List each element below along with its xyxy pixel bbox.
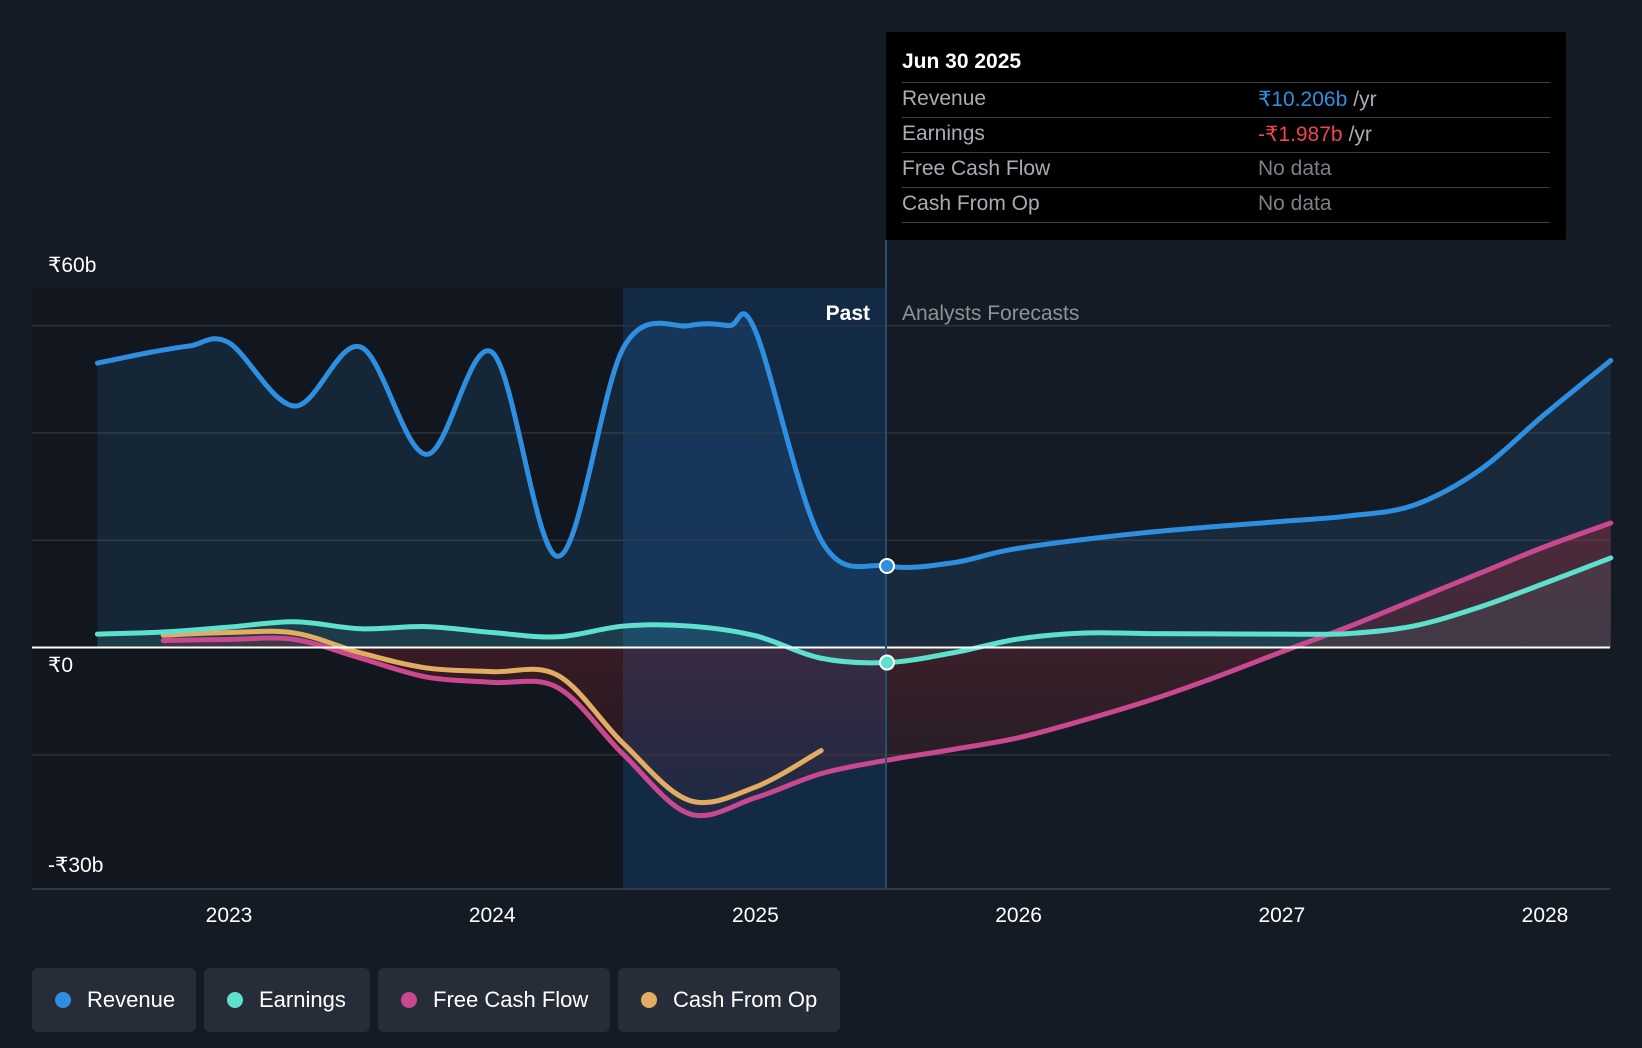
revenue-line [94,311,1614,570]
y-label-bottom: -₹30b [48,854,103,877]
legend-dot-icon [227,992,243,1008]
earnings-area [97,557,1611,663]
tooltip-label: Earnings [902,122,985,145]
x-tick-label: 2026 [995,904,1042,927]
tooltip-value: -₹1.987b/yr [1258,122,1372,147]
tooltip: Jun 30 2025 Revenue ₹10.206b/yr Earnings… [886,32,1566,240]
x-tick-label: 2027 [1258,904,1305,927]
legend-earnings[interactable]: Earnings [204,968,370,1032]
x-tick-label: 2023 [206,904,253,927]
x-tick-label: 2028 [1522,904,1569,927]
past-label: Past [826,302,870,325]
revenue-marker [879,557,895,574]
tooltip-cfo-value: No data [1258,192,1332,215]
revenue-area [97,313,1611,648]
tooltip-label: Cash From Op [902,192,1040,215]
tooltip-revenue-value: ₹10.206b [1258,88,1348,111]
forecast-label: Analysts Forecasts [902,302,1079,325]
legend-revenue[interactable]: Revenue [32,968,196,1032]
tooltip-unit: /yr [1353,88,1377,111]
legend-dot-icon [641,992,657,1008]
legend-free-cash-flow[interactable]: Free Cash Flow [378,968,610,1032]
series-markers [879,557,895,671]
past-background [32,288,623,889]
x-tick-label: 2025 [732,904,779,927]
tooltip-value: ₹10.206b/yr [1258,87,1377,112]
tooltip-divider [902,222,1550,223]
legend-label: Cash From Op [673,987,818,1012]
earnings-line [94,555,1614,666]
legend-dot-icon [55,992,71,1008]
earnings-marker [879,654,895,671]
legend-label: Free Cash Flow [433,987,589,1012]
legend-label: Earnings [259,987,346,1012]
tooltip-row-revenue: Revenue ₹10.206b/yr [902,82,1550,117]
tooltip-earnings-value: -₹1.987b [1258,123,1343,146]
tooltip-unit: /yr [1348,123,1372,146]
x-axis-ticks: 2023 2024 2025 2026 2027 2028 [206,904,1569,927]
legend-cash-from-op[interactable]: Cash From Op [618,968,840,1032]
y-label-top: ₹60b [48,254,96,277]
tooltip-row-earnings: Earnings -₹1.987b/yr [902,117,1550,152]
y-label-zero: ₹0 [48,654,73,677]
tooltip-date: Jun 30 2025 [902,50,1022,73]
tooltip-row-free-cash-flow: Free Cash Flow No data [902,152,1550,187]
cash-from-op-line [160,628,824,806]
tooltip-row-cash-from-op: Cash From Op No data [902,187,1550,222]
legend-dot-icon [401,992,417,1008]
tooltip-fcf-value: No data [1258,157,1332,180]
x-tick-label: 2024 [469,904,516,927]
tooltip-label: Revenue [902,87,987,110]
tooltip-label: Free Cash Flow [902,157,1051,180]
legend-label: Revenue [87,987,176,1012]
